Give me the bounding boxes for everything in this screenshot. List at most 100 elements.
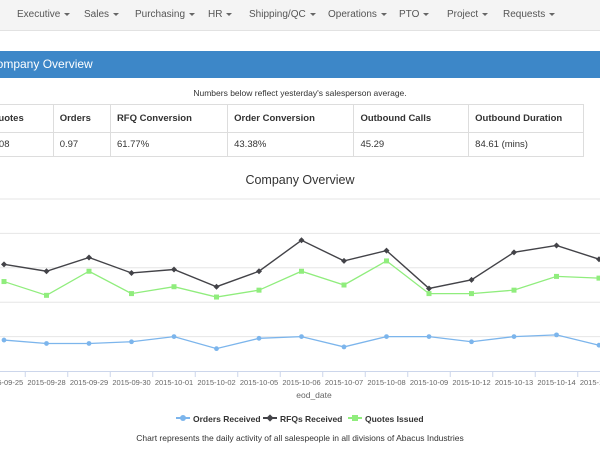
x-tick-label: 2015-10-15 <box>580 378 600 387</box>
header-order-conversion: Order Conversion <box>227 104 355 133</box>
nav-requests-label: Requests <box>503 9 546 20</box>
x-tick-label: 2015-09-28 <box>27 378 65 387</box>
data-point-orders-received <box>256 335 262 341</box>
value-rfq-conversion: 61.77% <box>109 132 229 157</box>
legend-swatch-rfqs <box>263 414 277 422</box>
chart-title: Company Overview <box>245 173 355 187</box>
data-point-quotes-issued <box>171 284 177 290</box>
data-point-rfqs-received <box>128 269 135 276</box>
data-point-orders-received <box>299 334 304 339</box>
data-point-orders-received <box>511 334 517 339</box>
x-tick-label: 2015-10-08 <box>367 378 405 387</box>
x-tick-label: 2015-09-29 <box>70 378 108 387</box>
legend-swatch-quotes <box>348 415 362 421</box>
data-point-orders-received <box>86 341 92 346</box>
caret-down-icon <box>189 13 196 16</box>
stats-header-row: Quotes Orders RFQ Conversion Order Conve… <box>0 104 584 133</box>
header-rfq-conversion: RFQ Conversion <box>109 104 229 133</box>
legend-orders-received[interactable]: Orders Received <box>176 414 261 424</box>
x-tick-label: 2015-10-01 <box>155 378 193 387</box>
nav-requests[interactable]: Requests <box>503 0 556 30</box>
data-point-quotes-issued <box>214 294 219 300</box>
data-point-quotes-issued <box>256 287 262 293</box>
data-point-quotes-issued <box>596 275 600 281</box>
line-chart: 2015-09-25 2015-09-28 2015-09-29 2015-09-30… <box>0 198 600 400</box>
data-point-quotes-issued <box>86 268 92 274</box>
x-tick-label: 2015-09-25 <box>0 378 23 387</box>
x-tick-label: 2015-10-14 <box>537 378 575 387</box>
stats-table: Quotes Orders RFQ Conversion Order Conve… <box>0 104 584 157</box>
value-outbound-calls: 45.29 <box>353 132 470 157</box>
data-point-rfqs-received <box>426 285 432 292</box>
series-line-2 <box>3 239 600 290</box>
chart-legend: Orders Received RFQs Received Quotes Iss… <box>0 414 600 428</box>
chart-caption: Chart represents the daily activity of a… <box>136 433 464 443</box>
data-point-rfqs-received <box>383 247 390 254</box>
data-point-orders-received <box>554 332 559 338</box>
data-point-orders-received <box>129 339 134 345</box>
nav-purchasing[interactable]: Purchasing <box>135 0 196 30</box>
average-note: Numbers below reflect yesterday's salesp… <box>193 88 407 98</box>
x-tick-label: 2015-10-12 <box>452 378 490 387</box>
value-quotes: 2.08 <box>0 132 54 157</box>
data-point-rfqs-received <box>1 261 7 268</box>
nav-project-label: Project <box>447 9 479 20</box>
data-point-orders-received <box>469 339 474 345</box>
legend-rfqs-received[interactable]: RFQs Received <box>263 414 342 424</box>
value-order-conversion: 43.38% <box>227 132 355 157</box>
legend-swatch-orders <box>176 415 190 421</box>
top-navbar: Executive Sales Purchasing HR Shipping/Q… <box>0 0 600 31</box>
caret-down-icon <box>380 13 387 16</box>
circle-marker-icon <box>180 415 186 421</box>
nav-shipping-qc[interactable]: Shipping/QC <box>249 0 316 30</box>
nav-project[interactable]: Project <box>447 0 489 30</box>
data-point-orders-received <box>1 337 7 343</box>
data-point-rfqs-received <box>86 254 92 261</box>
panel-title: Company Overview <box>0 57 93 71</box>
caret-down-icon <box>482 13 489 16</box>
diamond-marker-icon <box>266 414 274 422</box>
nav-operations-label: Operations <box>328 9 377 20</box>
nav-purchasing-label: Purchasing <box>135 9 186 20</box>
legend-label-quotes: Quotes Issued <box>365 414 424 424</box>
nav-operations[interactable]: Operations <box>328 0 387 30</box>
data-point-rfqs-received <box>171 266 177 273</box>
x-tick-label: 2015-10-13 <box>495 378 533 387</box>
legend-quotes-issued[interactable]: Quotes Issued <box>348 414 424 424</box>
x-tick-label: 2015-10-05 <box>240 378 278 387</box>
data-point-quotes-issued <box>129 291 134 297</box>
data-point-rfqs-received <box>213 283 220 290</box>
value-outbound-duration: 84.61 (mins) <box>468 132 584 157</box>
data-point-rfqs-received <box>43 268 50 275</box>
nav-shipping-qc-label: Shipping/QC <box>249 9 306 20</box>
nav-sales[interactable]: Sales <box>84 0 120 30</box>
data-point-quotes-issued <box>554 273 559 279</box>
header-outbound-calls: Outbound Calls <box>353 104 470 133</box>
nav-sales-label: Sales <box>84 9 110 20</box>
data-point-quotes-issued <box>511 287 517 293</box>
data-point-rfqs-received <box>298 237 305 244</box>
nav-executive[interactable]: Executive <box>17 0 71 30</box>
caret-down-icon <box>309 13 316 16</box>
data-point-rfqs-received <box>596 256 600 263</box>
square-marker-icon <box>352 415 358 421</box>
data-point-orders-received <box>44 341 49 346</box>
legend-label-rfqs: RFQs Received <box>280 414 343 424</box>
nav-executive-label: Executive <box>17 9 61 20</box>
data-point-orders-received <box>214 346 219 352</box>
data-point-quotes-issued <box>469 291 474 297</box>
data-point-orders-received <box>384 334 389 339</box>
nav-pto[interactable]: PTO <box>399 0 430 30</box>
data-point-rfqs-received <box>468 276 475 283</box>
data-point-rfqs-received <box>341 257 347 264</box>
data-point-quotes-issued <box>426 291 432 297</box>
caret-down-icon <box>226 13 233 16</box>
caret-down-icon <box>113 13 120 16</box>
data-point-rfqs-received <box>511 249 517 256</box>
nav-pto-label: PTO <box>399 9 420 20</box>
x-axis-title: eod_date <box>296 390 332 400</box>
header-outbound-duration: Outbound Duration <box>468 104 584 133</box>
value-orders: 0.97 <box>52 132 111 157</box>
x-tick-label: 2015-10-06 <box>282 378 320 387</box>
nav-hr[interactable]: HR <box>208 0 233 30</box>
